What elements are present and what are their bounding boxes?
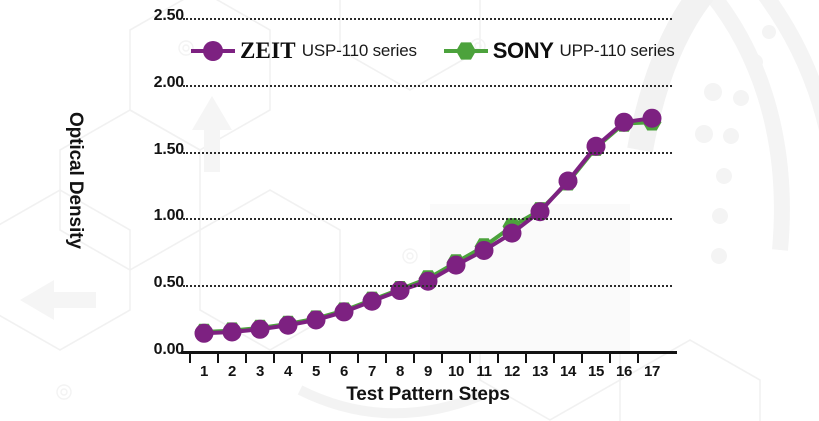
- y-tick-label: 1.50: [153, 140, 185, 158]
- x-tick-label: 3: [255, 363, 265, 380]
- x-tick-label: 9: [423, 363, 433, 380]
- x-tick-mark: [609, 354, 611, 363]
- data-point-marker: [614, 112, 634, 132]
- data-point-marker: [222, 322, 242, 342]
- x-tick-mark: [245, 354, 247, 363]
- x-tick-mark: [469, 354, 471, 363]
- data-point-marker: [278, 315, 298, 335]
- y-tick-label: 0.50: [153, 274, 185, 292]
- x-tick-label: 5: [311, 363, 321, 380]
- data-point-marker: [642, 108, 662, 128]
- plot-area: [183, 18, 672, 352]
- legend-brand-name: ZEIT: [240, 38, 296, 63]
- x-tick-label: 15: [587, 363, 605, 380]
- x-tick-mark: [273, 354, 275, 363]
- data-point-marker: [194, 323, 214, 343]
- x-tick-mark: [329, 354, 331, 363]
- x-tick-mark: [637, 354, 639, 363]
- data-point-marker: [390, 281, 410, 301]
- gridline: [183, 18, 672, 20]
- x-tick-label: 8: [395, 363, 405, 380]
- y-tick-label: 2.00: [153, 73, 185, 91]
- x-tick-mark: [525, 354, 527, 363]
- x-tick-mark: [189, 354, 191, 363]
- x-tick-label: 7: [367, 363, 377, 380]
- legend-entry-zeit: ZEIT USP-110 series: [190, 38, 417, 64]
- x-tick-label: 16: [615, 363, 633, 380]
- x-tick-mark: [385, 354, 387, 363]
- x-tick-label: 2: [227, 363, 237, 380]
- legend-series-description: UPP-110 series: [559, 41, 675, 60]
- series-line: [203, 120, 653, 334]
- y-tick-label: 2.50: [153, 7, 185, 24]
- data-point-marker: [502, 223, 522, 243]
- hexagon-marker-icon: [443, 38, 489, 64]
- data-point-marker: [418, 271, 438, 291]
- x-tick-mark: [301, 354, 303, 363]
- x-tick-mark: [357, 354, 359, 363]
- y-axis-title: Optical Density: [65, 112, 86, 249]
- x-tick-label: 17: [643, 363, 661, 380]
- data-point-marker: [306, 310, 326, 330]
- gridline: [183, 151, 672, 154]
- x-tick-label: 4: [283, 363, 293, 380]
- x-axis-title: Test Pattern Steps: [346, 384, 510, 405]
- x-axis-line: [181, 351, 677, 354]
- data-point-marker: [362, 291, 382, 311]
- x-axis-ticks: [189, 354, 666, 363]
- series-plot: [194, 108, 662, 343]
- x-tick-mark: [497, 354, 499, 363]
- x-tick-mark: [441, 354, 443, 363]
- data-point-marker: [446, 255, 466, 275]
- x-tick-mark: [217, 354, 219, 363]
- x-axis-tick-labels: 1 2 3 4 5 6 7 8 9 10 11 12 13 14 15 16 17: [190, 363, 666, 385]
- y-tick-label: 0.00: [153, 341, 185, 358]
- data-point-marker: [250, 319, 270, 339]
- gridline: [183, 285, 672, 288]
- legend-entry-sony: SONY UPP-110 series: [443, 38, 675, 64]
- data-point-marker: [586, 136, 606, 156]
- x-tick-label: 1: [199, 363, 209, 380]
- y-axis-tick-labels: 0.00 0.50 1.00 1.50 2.00 2.50: [128, 0, 185, 421]
- legend-brand-name: SONY: [492, 38, 554, 63]
- gridline: [183, 218, 672, 221]
- gridline: [183, 84, 672, 87]
- x-tick-mark: [581, 354, 583, 363]
- data-point-marker: [474, 240, 494, 260]
- legend-series-description: USP-110 series: [301, 41, 417, 60]
- x-tick-label: 6: [339, 363, 349, 380]
- x-tick-label: 11: [476, 363, 492, 380]
- x-tick-label: 10: [447, 363, 465, 380]
- chart-legend: ZEIT USP-110 series SONY UPP-110 series: [190, 36, 675, 66]
- data-point-marker: [334, 302, 354, 322]
- x-tick-mark: [413, 354, 415, 363]
- x-tick-label: 12: [503, 363, 521, 380]
- x-tick-label: 14: [559, 363, 577, 380]
- y-tick-label: 1.00: [153, 207, 185, 225]
- x-tick-mark: [553, 354, 555, 363]
- series-line: [203, 116, 653, 336]
- circle-marker-icon: [190, 38, 236, 64]
- series-zeit: [194, 108, 662, 343]
- x-tick-label: 13: [531, 363, 549, 380]
- data-point-marker: [558, 171, 578, 191]
